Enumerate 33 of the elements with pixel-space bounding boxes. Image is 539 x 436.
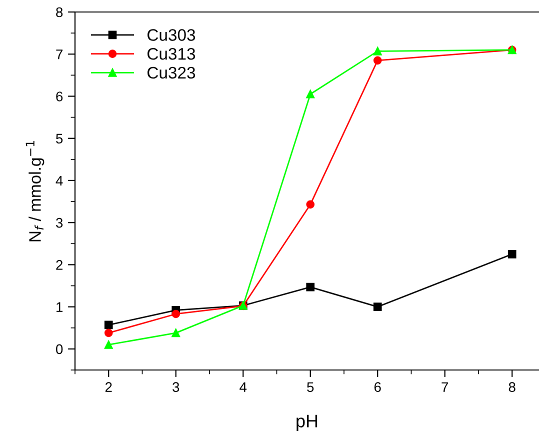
point [306, 200, 315, 209]
point [373, 47, 382, 56]
legend-label: Cu313 [148, 48, 196, 60]
x-tick-label: 2 [105, 382, 112, 392]
point [306, 282, 315, 292]
x-tick-label: 5 [307, 382, 314, 392]
point [172, 310, 180, 318]
x-axis-title: pH [296, 414, 318, 432]
y-tick-label: 8 [56, 7, 63, 18]
y-tick-label: 7 [56, 50, 62, 60]
y-tick-label: 3 [56, 218, 63, 228]
x-tick-label: 7 [442, 382, 448, 392]
y-tick-label: 4 [56, 176, 63, 186]
legend-label: Cu303 [148, 29, 196, 41]
x-tick-label: 8 [508, 382, 516, 392]
y-tick-label: 5 [56, 134, 63, 144]
point [306, 90, 315, 98]
x-tick-label: 6 [374, 382, 381, 392]
y-tick-label: 2 [56, 260, 62, 270]
point [508, 250, 516, 258]
point [373, 56, 382, 65]
point [104, 328, 113, 338]
x-tick-label: 4 [240, 382, 247, 392]
y-axis-title: N$_{f}$ / mmol.g$^{−1}$ [26, 141, 44, 242]
point [373, 302, 382, 311]
point [104, 320, 113, 330]
y-tick-label: 0 [56, 344, 63, 354]
point [172, 328, 180, 338]
x-tick-label: 3 [172, 382, 180, 392]
y-tick-label: 1 [56, 302, 63, 312]
y-tick-label: 6 [56, 92, 63, 102]
point [104, 340, 113, 349]
legend-label: Cu323 [148, 66, 196, 79]
